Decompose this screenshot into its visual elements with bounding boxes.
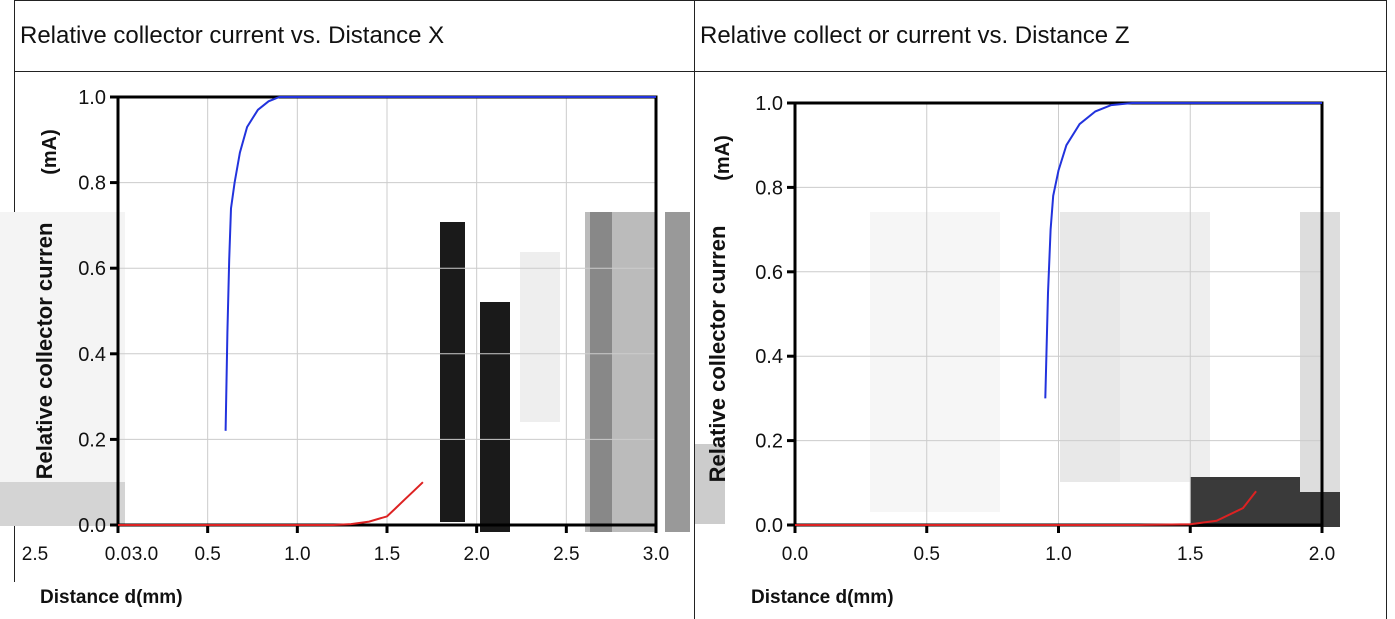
glitch-band	[695, 444, 725, 524]
y-axis-unit: (mA)	[712, 135, 734, 181]
header-row	[14, 0, 1387, 72]
x-tick-label: 0.5	[914, 544, 940, 565]
y-tick-label: 0.6	[755, 262, 783, 284]
y-tick-label: 0.0	[755, 515, 783, 537]
glitch-band	[1120, 212, 1210, 482]
glitch-band	[440, 222, 465, 522]
x-tick-label: 3.0	[643, 544, 669, 565]
y-tick-label: 0.8	[78, 173, 106, 195]
x-tick-label: 1.0	[284, 544, 310, 565]
chart-title-z: Relative collect or current vs. Distance…	[700, 22, 1130, 49]
glitch-band	[1300, 212, 1340, 492]
y-tick-label: 1.0	[755, 93, 783, 115]
x-axis-label: Distance d(mm)	[751, 587, 894, 608]
x-tick-label: 1.0	[1045, 544, 1071, 565]
glitch-band	[480, 302, 510, 532]
y-tick-label: 0.6	[78, 258, 106, 280]
x-tick-label: 0.5	[194, 544, 220, 565]
y-tick-label: 0.8	[755, 177, 783, 199]
x-tick-label: 1.5	[1177, 544, 1203, 565]
glitch-band	[0, 482, 125, 526]
y-axis-unit: (mA)	[39, 129, 61, 175]
y-tick-label: 0.4	[78, 344, 106, 366]
series-line	[224, 96, 656, 431]
glitch-band	[520, 252, 560, 422]
chart-z: 0.0 0.2 0.4 0.6 0.8 1.0 0.0 0.5 1.0 1.5 2.0 Relativ…	[695, 93, 1340, 608]
y-tick-label: 1.0	[78, 87, 106, 109]
x-axis-label: Distance d(mm)	[40, 587, 183, 608]
y-axis-label: Relative collector curren	[705, 226, 730, 483]
y-tick-label: 0.2	[755, 431, 783, 453]
x-tick-label: 2.5	[553, 544, 579, 565]
chart-title-x: Relative collector current vs. Distance …	[20, 22, 445, 49]
y-axis-label: Relative collector curren	[32, 223, 57, 480]
series-line	[118, 481, 424, 526]
y-tick-label: 0.4	[755, 346, 783, 368]
glitch-band	[590, 212, 612, 532]
y-tick-label: 0.2	[78, 429, 106, 451]
glitch-band	[0, 212, 125, 482]
glitch-band	[870, 212, 1000, 512]
series-line	[1044, 102, 1322, 399]
y-tick-label: 0.0	[78, 515, 106, 537]
x-tick-label: 0.0	[105, 544, 131, 565]
x-tick-label: 2.0	[463, 544, 489, 565]
x-tick-label: 0.0	[782, 544, 808, 565]
x-tick-label: 1.5	[374, 544, 400, 565]
chart-x: 0.0 0.2 0.4 0.6 0.8 1.0 0.0 0.5 1.0 1.5 2.0 2.5 3.0 2…	[0, 87, 690, 619]
x-tick-label-extra: 2.5	[22, 544, 48, 565]
glitch-band	[0, 582, 40, 619]
column-divider	[694, 0, 695, 619]
x-tick-label-extra: 3.0	[132, 544, 158, 565]
glitch-band	[665, 212, 690, 532]
x-tick-label: 2.0	[1309, 544, 1335, 565]
series-line	[795, 490, 1257, 526]
